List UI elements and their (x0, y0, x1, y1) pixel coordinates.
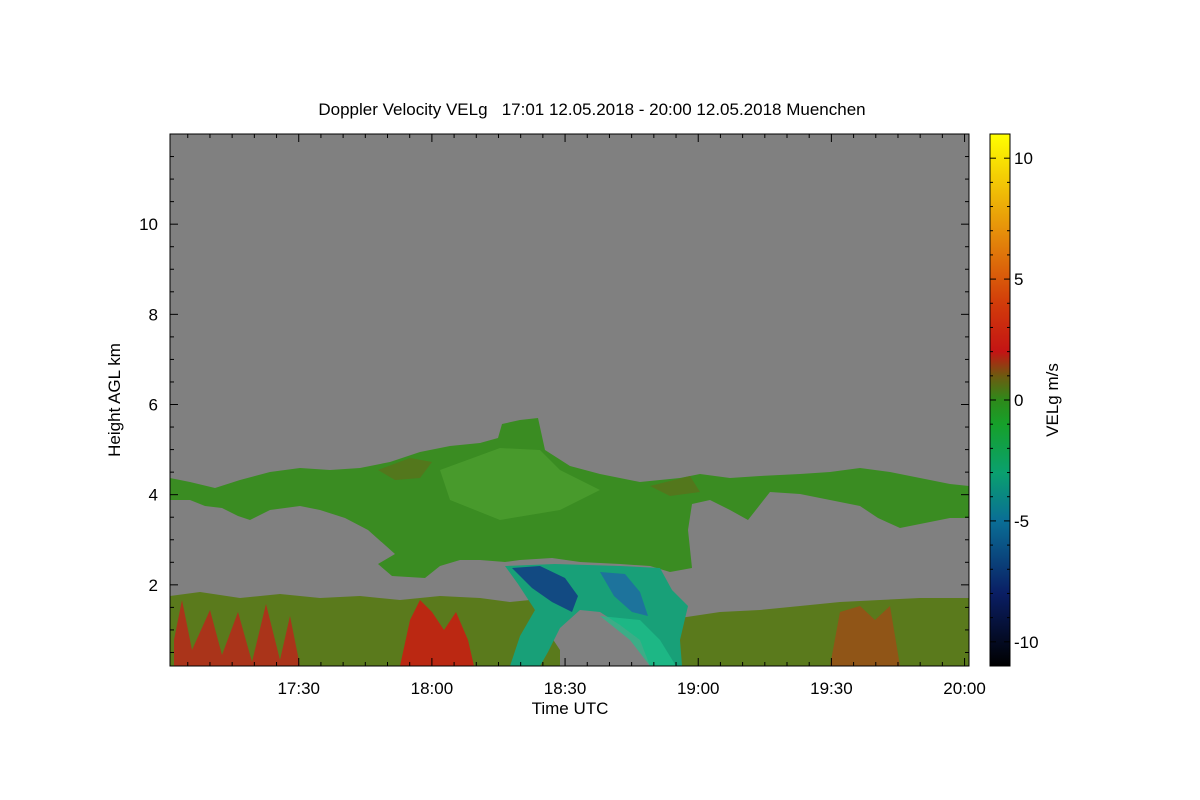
colorbar-tick-label: -5 (1014, 512, 1029, 531)
y-tick-label: 8 (149, 305, 158, 324)
colorbar-tick-label: 0 (1014, 391, 1023, 410)
y-tick-label: 6 (149, 396, 158, 415)
colorbar-ticks: 10 5 0 -5 -10 (990, 149, 1039, 652)
boundary-layer-red (174, 600, 300, 666)
y-tick-label: 10 (139, 215, 158, 234)
y-tick-label: 2 (149, 576, 158, 595)
x-tick-label: 20:00 (943, 679, 986, 698)
y-axis: 2 4 6 8 10 (139, 156, 969, 653)
fall-streak-dark (600, 572, 648, 616)
boundary-layer-red (830, 606, 900, 666)
colorbar-tick-label: 10 (1014, 149, 1033, 168)
x-axis-label: Time UTC (532, 699, 609, 718)
x-tick-label: 19:00 (677, 679, 720, 698)
x-tick-label: 18:30 (544, 679, 587, 698)
colorbar-tick-label: 5 (1014, 270, 1023, 289)
y-tick-label: 4 (149, 486, 158, 505)
colorbar-tick-label: -10 (1014, 633, 1039, 652)
x-tick-label: 18:00 (411, 679, 454, 698)
colorbar: 10 5 0 -5 -10 (989, 133, 1039, 667)
cloud-layer-red-patch (378, 458, 432, 480)
chart-title: Doppler Velocity VELg 17:01 12.05.2018 -… (318, 100, 865, 119)
fall-streak-light (600, 616, 676, 666)
y-axis-label: Height AGL km (105, 343, 124, 457)
plot-frame (169, 133, 970, 667)
fall-streak-dark (512, 566, 578, 612)
cloud-top-light (440, 448, 600, 520)
boundary-layer-red (400, 600, 474, 666)
x-tick-label: 17:30 (277, 679, 320, 698)
colorbar-label: VELg m/s (1043, 363, 1062, 437)
x-tick-label: 19:30 (810, 679, 853, 698)
cloud-layer-red-patch (650, 476, 700, 496)
x-axis: 17:30 18:00 18:30 19:00 19:30 20:00 (187, 134, 986, 698)
plot-area (169, 133, 970, 667)
